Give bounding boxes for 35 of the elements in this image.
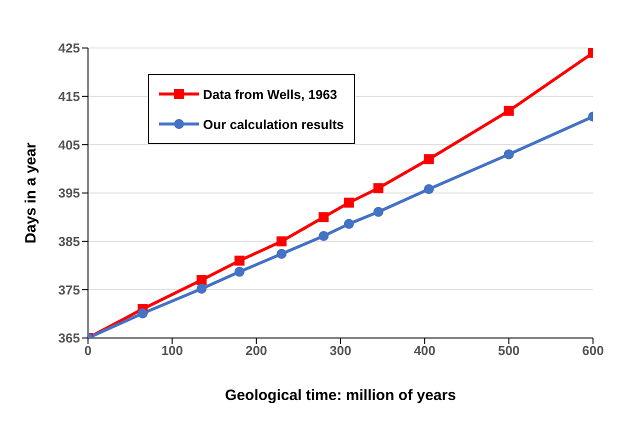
point bbox=[196, 284, 207, 294]
point bbox=[318, 212, 329, 222]
point bbox=[344, 198, 354, 208]
y-tick-label: 365 bbox=[58, 330, 80, 346]
y-tick-label: 385 bbox=[58, 234, 80, 249]
point bbox=[504, 106, 514, 116]
point bbox=[344, 218, 354, 229]
point bbox=[373, 206, 384, 217]
point bbox=[234, 256, 244, 266]
y-tick-label: 415 bbox=[58, 88, 80, 104]
y-tick-label: 425 bbox=[58, 40, 80, 56]
point bbox=[196, 275, 207, 285]
point bbox=[234, 266, 244, 277]
y-tick-label: 405 bbox=[58, 137, 80, 152]
x-tick-label: 100 bbox=[161, 343, 184, 358]
y-tick-label: 375 bbox=[58, 282, 80, 298]
x-tick-label: 500 bbox=[498, 343, 520, 358]
legend-label: Our calculation results bbox=[203, 116, 344, 132]
x-tick-label: 300 bbox=[330, 343, 352, 358]
legend-label: Data from Wells, 1963 bbox=[203, 86, 338, 102]
x-axis-title: Geological time: million of years bbox=[225, 387, 456, 404]
point bbox=[424, 154, 434, 164]
x-tick-label: 400 bbox=[414, 343, 436, 358]
point bbox=[276, 248, 287, 259]
y-tick-label: 395 bbox=[58, 186, 80, 201]
point bbox=[318, 231, 329, 242]
point bbox=[424, 184, 434, 194]
point bbox=[276, 236, 287, 246]
point bbox=[504, 149, 514, 160]
x-tick-label: 200 bbox=[245, 343, 268, 358]
point bbox=[373, 183, 384, 194]
x-tick-label: 600 bbox=[582, 343, 604, 358]
x-tick-label: 0 bbox=[84, 343, 92, 358]
y-axis-title: Days in a year bbox=[22, 142, 40, 244]
point bbox=[138, 308, 148, 318]
